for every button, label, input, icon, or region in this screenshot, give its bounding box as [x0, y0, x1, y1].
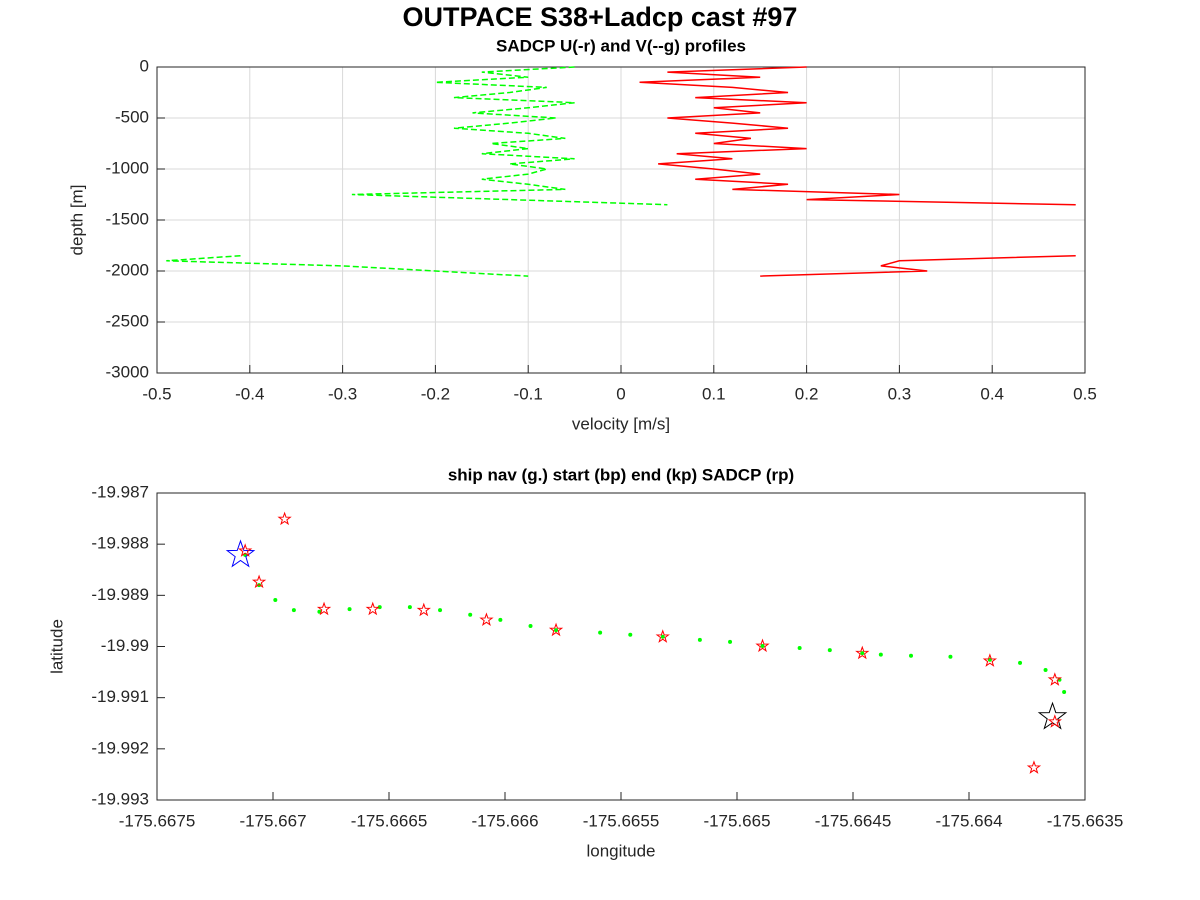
nav-point [468, 612, 473, 617]
x-axis-label: longitude [586, 841, 655, 860]
star-marker [1047, 714, 1062, 728]
x-tick-label: -175.664 [935, 811, 1002, 830]
nav-point [948, 654, 953, 659]
star-marker [548, 622, 564, 637]
nav-point [528, 624, 533, 629]
nav-point [598, 630, 603, 635]
y-tick-label: -19.992 [91, 738, 149, 757]
y-tick-label: -19.99 [101, 636, 149, 655]
nav-point [860, 651, 865, 656]
profile-line [639, 66, 1076, 277]
y-axis-label: depth [m] [67, 185, 86, 256]
y-tick-label: -19.993 [91, 789, 149, 808]
star-marker [1026, 760, 1042, 774]
nav-point [1057, 677, 1062, 682]
axes-title: SADCP U(-r) and V(--g) profiles [496, 36, 746, 55]
x-tick-label: 0.2 [795, 384, 819, 403]
nav-point [377, 605, 382, 610]
x-tick-label: -0.1 [514, 384, 543, 403]
star-marker [416, 602, 431, 617]
x-tick-label: -0.2 [421, 384, 450, 403]
star-marker [755, 638, 770, 653]
y-axis-label: latitude [47, 619, 66, 674]
x-tick-label: -175.6655 [583, 811, 660, 830]
y-tick-label: -2500 [106, 311, 149, 330]
nav-point [1018, 660, 1023, 665]
plot-frame [156, 66, 1086, 374]
y-tick-label: 0 [140, 56, 149, 75]
y-tick-label: -1000 [106, 158, 149, 177]
y-tick-label: -19.991 [91, 687, 149, 706]
star-marker [655, 629, 670, 643]
star-marker [855, 645, 870, 660]
x-axis-label: velocity [m/s] [572, 414, 670, 433]
y-tick-label: -19.988 [91, 534, 149, 553]
x-tick-label: -175.666 [471, 811, 538, 830]
star-marker [277, 511, 292, 526]
nav-point [697, 637, 702, 642]
nav-point [273, 597, 278, 602]
x-tick-label: -175.665 [703, 811, 770, 830]
figure-title: OUTPACE S38+Ladcp cast #97 [403, 2, 798, 32]
x-tick-label: -175.6675 [119, 811, 196, 830]
plot-area [156, 492, 1086, 801]
nav-point [660, 634, 665, 639]
x-tick-label: 0 [616, 384, 625, 403]
y-tick-label: -19.989 [91, 585, 149, 604]
axes-title: ship nav (g.) start (bp) end (kp) SADCP … [448, 465, 794, 484]
nav-point [407, 605, 412, 610]
nav-point [797, 646, 802, 651]
profile-line [166, 66, 668, 277]
star-marker [316, 601, 332, 616]
x-tick-label: 0.4 [980, 384, 1004, 403]
x-tick-label: -175.6645 [815, 811, 892, 830]
nav-point [1043, 668, 1048, 673]
y-tick-label: -3000 [106, 362, 149, 381]
x-tick-label: -175.6635 [1047, 811, 1124, 830]
nav-point [760, 643, 765, 648]
x-tick-label: 0.3 [888, 384, 912, 403]
nav-point [347, 607, 352, 612]
x-tick-label: -0.3 [328, 384, 357, 403]
x-tick-label: -0.4 [235, 384, 264, 403]
star-marker [1047, 672, 1063, 686]
nav-point [554, 628, 559, 633]
x-tick-label: -0.5 [142, 384, 171, 403]
nav-point [909, 653, 913, 658]
star-marker [479, 612, 494, 626]
star-marker [365, 601, 380, 616]
star-marker [982, 653, 998, 667]
star-marker [225, 539, 256, 568]
y-tick-label: -2000 [106, 260, 149, 279]
nav-point [628, 632, 633, 637]
nav-point [728, 639, 733, 644]
y-tick-label: -1500 [106, 209, 149, 228]
x-tick-label: -175.667 [239, 811, 306, 830]
x-tick-label: 0.1 [702, 384, 726, 403]
x-tick-label: 0.5 [1073, 384, 1097, 403]
nav-point [498, 617, 503, 622]
nav-point [878, 652, 883, 657]
star-marker [237, 543, 253, 557]
nav-point [291, 608, 296, 613]
nav-point [257, 583, 262, 588]
nav-point [438, 608, 443, 613]
plot-frame [156, 492, 1086, 801]
y-tick-label: -500 [115, 107, 149, 126]
star-marker [251, 574, 267, 589]
x-tick-label: -175.6665 [351, 811, 428, 830]
y-tick-label: -19.987 [91, 482, 149, 501]
nav-point [1062, 690, 1067, 695]
nav-point [827, 648, 832, 653]
